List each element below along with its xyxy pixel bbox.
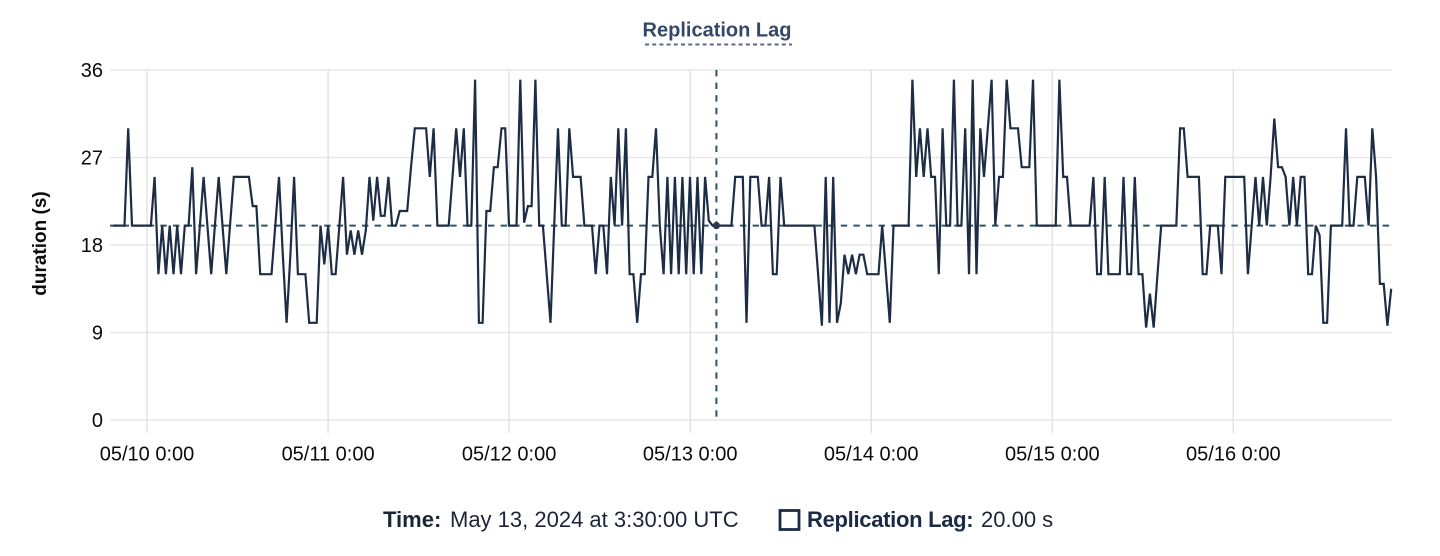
svg-text:18: 18 (81, 235, 103, 257)
svg-text:05/12 0:00: 05/12 0:00 (462, 444, 557, 466)
svg-text:20.00 s: 20.00 s (981, 507, 1053, 532)
svg-text:05/15 0:00: 05/15 0:00 (1005, 444, 1100, 466)
svg-text:0: 0 (92, 410, 103, 432)
svg-text:36: 36 (81, 60, 103, 82)
svg-text:Time:: Time: (383, 507, 441, 532)
svg-text:May 13, 2024 at 3:30:00 UTC: May 13, 2024 at 3:30:00 UTC (450, 507, 739, 532)
svg-text:9: 9 (92, 323, 103, 345)
svg-text:Replication Lag:: Replication Lag: (807, 507, 973, 532)
svg-text:05/11 0:00: 05/11 0:00 (282, 444, 375, 466)
svg-text:05/13 0:00: 05/13 0:00 (643, 444, 738, 466)
svg-text:05/10 0:00: 05/10 0:00 (100, 444, 195, 466)
svg-text:27: 27 (81, 148, 103, 170)
svg-text:05/14 0:00: 05/14 0:00 (824, 444, 919, 466)
svg-text:duration (s): duration (s) (30, 191, 51, 296)
svg-text:Replication Lag: Replication Lag (643, 20, 792, 42)
svg-text:05/16 0:00: 05/16 0:00 (1186, 444, 1281, 466)
